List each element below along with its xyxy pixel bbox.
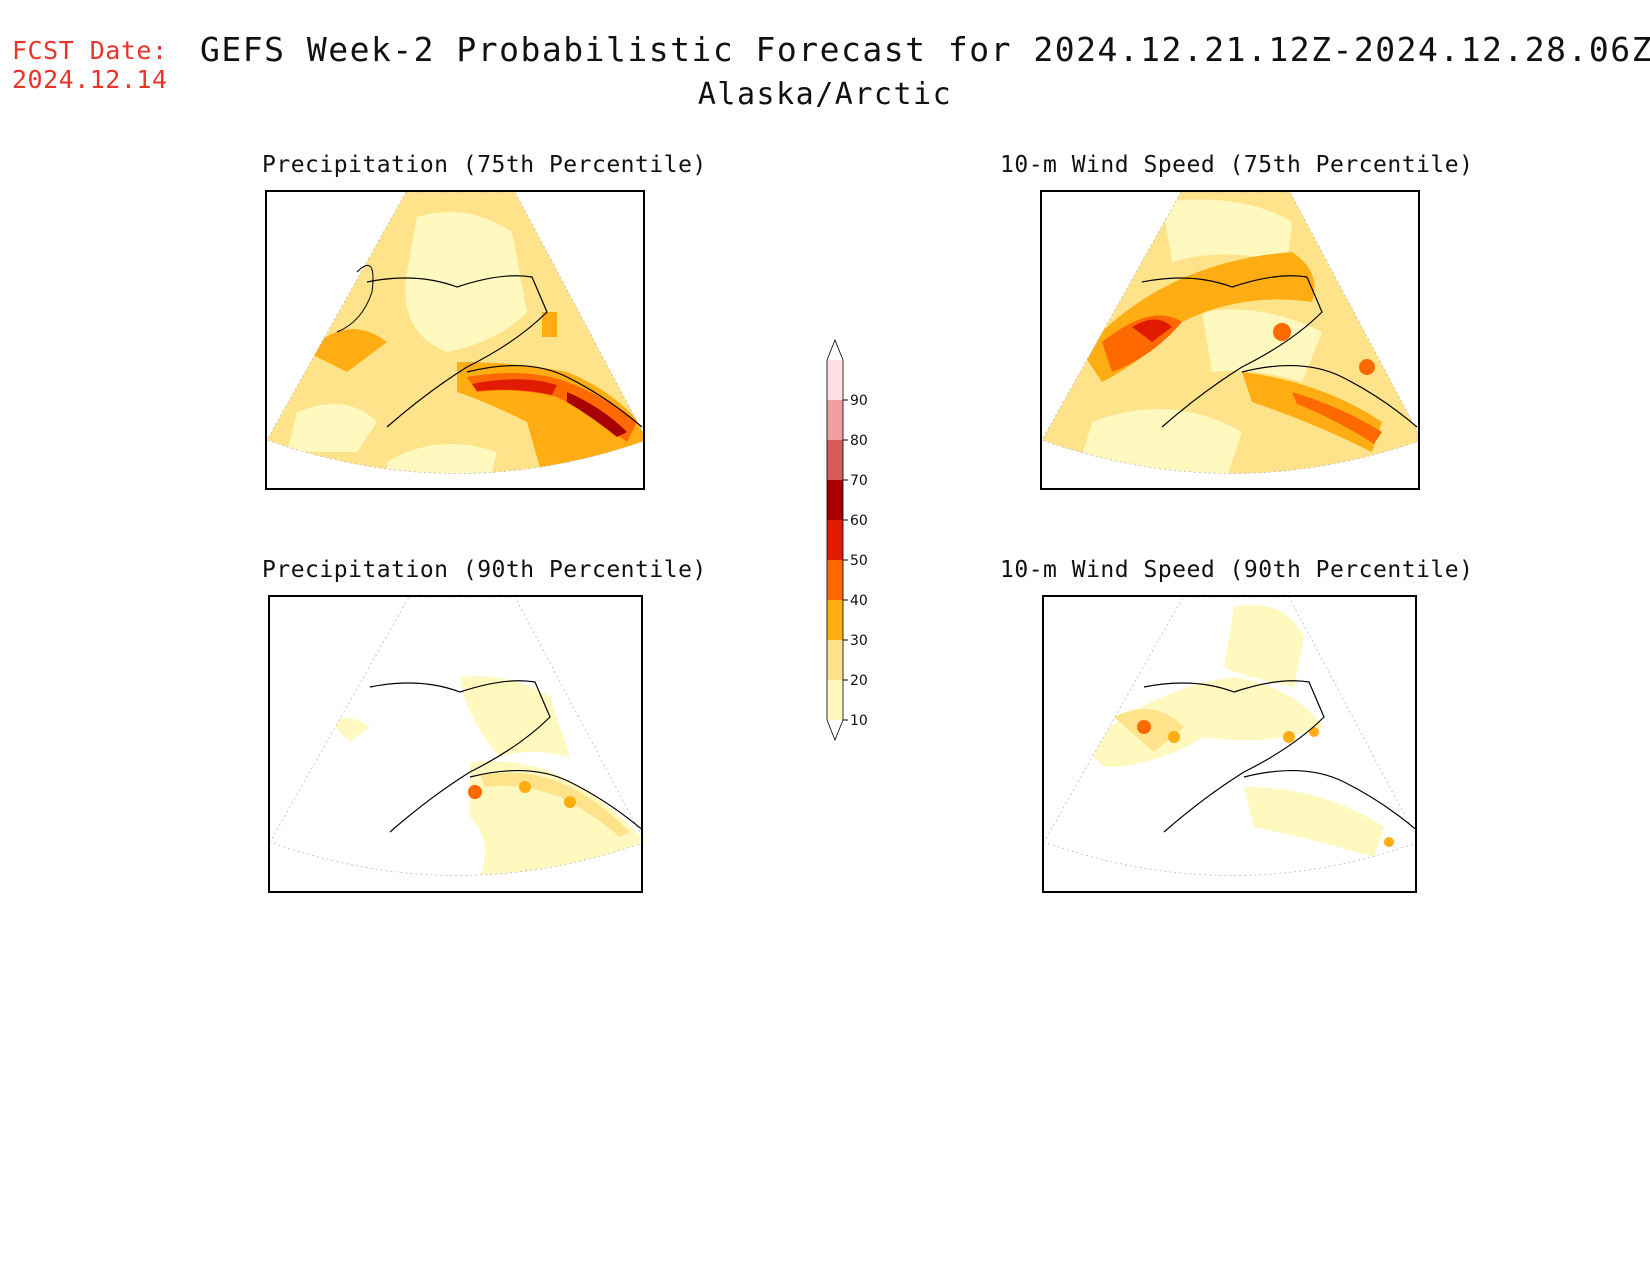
fcst-date-label: FCST Date: (12, 36, 168, 65)
colorbar-segment (827, 480, 843, 520)
colorbar: 10 20 30 40 50 60 70 80 90 (826, 338, 868, 742)
colorbar-tick-label: 70 (850, 473, 868, 489)
panel-title-wind90: 10-m Wind Speed (90th Percentile) (1000, 557, 1474, 583)
colorbar-outline (826, 338, 844, 742)
region-subtitle: Alaska/Arctic (697, 77, 953, 112)
map-panel-precip90 (268, 595, 643, 893)
colorbar-segment (827, 440, 843, 480)
panel-title-precip90: Precipitation (90th Percentile) (262, 557, 707, 583)
colorbar-segment (827, 680, 843, 720)
panel-title-wind75: 10-m Wind Speed (75th Percentile) (1000, 152, 1474, 178)
main-title: GEFS Week-2 Probabilistic Forecast for 2… (200, 30, 1650, 69)
panel-title-precip75: Precipitation (75th Percentile) (262, 152, 707, 178)
colorbar-tick-label: 20 (850, 673, 868, 689)
colorbar-tick-label: 30 (850, 633, 868, 649)
colorbar-tick-label: 40 (850, 593, 868, 609)
colorbar-segment (827, 600, 843, 640)
colorbar-tick-label: 90 (850, 393, 868, 409)
colorbar-tick-label: 80 (850, 433, 868, 449)
fcst-date-block: FCST Date: 2024.12.14 (12, 36, 168, 94)
colorbar-segment (827, 520, 843, 560)
map-panel-wind75 (1040, 190, 1420, 490)
map-panel-wind90 (1042, 595, 1417, 893)
colorbar-segment (827, 360, 843, 400)
colorbar-tick-label: 50 (850, 553, 868, 569)
fcst-date-value: 2024.12.14 (12, 65, 168, 94)
colorbar-segment (827, 560, 843, 600)
colorbar-tick-label: 60 (850, 513, 868, 529)
colorbar-segment (827, 400, 843, 440)
map-panel-precip75 (265, 190, 645, 490)
colorbar-tick-label: 10 (850, 713, 868, 729)
colorbar-segment (827, 640, 843, 680)
